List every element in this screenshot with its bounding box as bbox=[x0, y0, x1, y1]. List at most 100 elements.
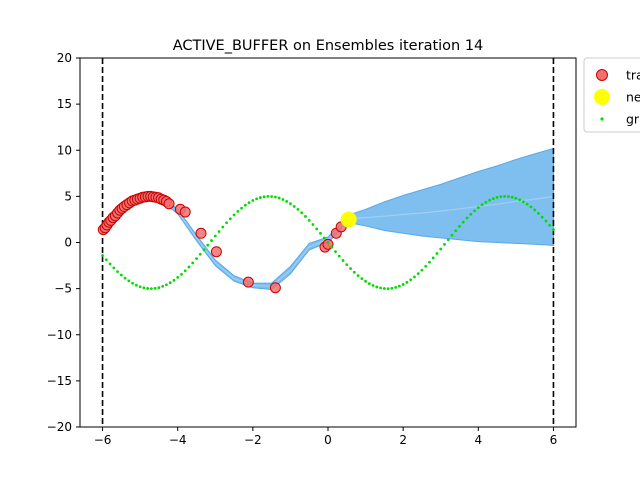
ground-truth-point bbox=[210, 239, 213, 242]
ground-truth-point bbox=[157, 286, 161, 289]
ground-truth-point bbox=[330, 245, 334, 249]
ground-truth-point bbox=[168, 281, 172, 285]
ground-truth-point bbox=[119, 273, 123, 277]
ground-truth-point bbox=[518, 198, 522, 202]
ground-truth-point bbox=[382, 287, 386, 290]
x-tick-label: −6 bbox=[94, 433, 112, 447]
ground-truth-point bbox=[180, 272, 183, 276]
ground-truth-point bbox=[326, 241, 330, 244]
train-point bbox=[179, 206, 191, 218]
y-tick-label: 0 bbox=[64, 236, 72, 250]
ground-truth-point bbox=[473, 209, 476, 213]
ground-truth-point bbox=[217, 230, 221, 233]
ground-truth-point bbox=[258, 196, 262, 199]
ground-truth-point bbox=[352, 270, 356, 274]
ground-truth-point bbox=[484, 200, 488, 204]
x-tick-label: 6 bbox=[550, 433, 558, 447]
ground-truth-point bbox=[251, 199, 255, 202]
train-point bbox=[242, 276, 254, 288]
ground-truth-point bbox=[172, 278, 176, 282]
ground-truth-point bbox=[213, 234, 217, 238]
ground-truth-point bbox=[476, 206, 480, 209]
ground-truth-point bbox=[349, 267, 352, 270]
y-tick-label: −10 bbox=[47, 328, 72, 342]
ground-truth-point bbox=[296, 208, 300, 211]
ground-truth-point bbox=[319, 231, 322, 235]
ground-truth-point bbox=[443, 243, 446, 246]
legend-label: ne bbox=[626, 90, 640, 105]
legend: tra ne gr bbox=[583, 57, 640, 133]
x-tick-label: 4 bbox=[474, 433, 482, 447]
ground-truth-point bbox=[364, 279, 367, 283]
ground-truth-point bbox=[405, 280, 409, 284]
train-point bbox=[195, 227, 207, 239]
y-tick-label: 5 bbox=[64, 189, 72, 203]
ground-truth-point bbox=[153, 286, 157, 290]
ground-truth-point bbox=[285, 199, 289, 203]
ground-truth-point bbox=[311, 223, 315, 226]
ground-truth-point bbox=[146, 287, 150, 290]
ground-truth-point bbox=[401, 283, 405, 286]
ground-truth-point bbox=[409, 278, 413, 282]
ground-truth-point bbox=[537, 211, 540, 215]
ground-truth-point bbox=[413, 275, 416, 279]
ground-truth-point bbox=[544, 219, 548, 223]
legend-marker-ground-truth bbox=[600, 117, 604, 121]
ground-truth-point bbox=[142, 286, 146, 290]
ground-truth-point bbox=[499, 195, 503, 199]
ground-truth-point bbox=[360, 277, 364, 281]
ground-truth-point bbox=[390, 286, 394, 290]
ground-truth-point bbox=[341, 259, 345, 262]
ground-truth-point bbox=[134, 283, 138, 287]
x-tick-label: −2 bbox=[244, 433, 262, 447]
ground-truth-point bbox=[337, 254, 341, 258]
legend-marker-new bbox=[594, 89, 610, 105]
ground-truth-point bbox=[356, 274, 360, 277]
ground-truth-point bbox=[266, 194, 270, 198]
ground-truth-point bbox=[315, 227, 319, 231]
ground-truth-point bbox=[243, 203, 247, 207]
ground-truth-point bbox=[206, 243, 210, 247]
ground-truth-point bbox=[108, 262, 112, 266]
ground-truth-point bbox=[506, 195, 510, 198]
ground-truth-point bbox=[367, 282, 371, 286]
ground-truth-point bbox=[334, 250, 337, 254]
new-point bbox=[340, 211, 357, 228]
ground-truth-point bbox=[176, 276, 180, 279]
ground-truth-point bbox=[131, 281, 135, 285]
ground-truth-point bbox=[465, 216, 469, 220]
ground-truth-point bbox=[161, 284, 165, 288]
ground-truth-point bbox=[281, 198, 285, 201]
y-tick-label: 10 bbox=[57, 143, 72, 157]
ground-truth-point bbox=[247, 201, 251, 205]
x-tick-label: −4 bbox=[169, 433, 187, 447]
ground-truth-point bbox=[529, 205, 533, 209]
ground-truth-point bbox=[521, 200, 525, 204]
ground-truth-point bbox=[228, 217, 232, 221]
ground-truth-point bbox=[552, 228, 555, 232]
ground-truth-point bbox=[270, 195, 274, 198]
y-tick-label: 20 bbox=[57, 51, 72, 65]
ground-truth-point bbox=[277, 196, 281, 200]
ground-truth-point bbox=[424, 264, 428, 268]
train-point bbox=[269, 282, 281, 294]
ground-truth-point bbox=[375, 285, 379, 289]
ground-truth-point bbox=[510, 195, 514, 199]
ground-truth-point bbox=[236, 209, 240, 213]
ground-truth-point bbox=[202, 248, 206, 252]
y-tick-label: −15 bbox=[47, 374, 72, 388]
ground-truth-point bbox=[495, 196, 499, 199]
ground-truth-point bbox=[273, 195, 277, 199]
ground-truth-point bbox=[116, 270, 119, 274]
ground-truth-point bbox=[446, 238, 450, 242]
ground-truth-point bbox=[488, 198, 491, 202]
x-tick-label: 0 bbox=[324, 433, 332, 447]
train-point bbox=[210, 246, 222, 258]
y-tick-label: −5 bbox=[54, 282, 72, 296]
ground-truth-point bbox=[469, 212, 473, 216]
ground-truth-point bbox=[450, 233, 454, 237]
ground-truth-point bbox=[461, 220, 465, 224]
train-point bbox=[163, 198, 175, 210]
